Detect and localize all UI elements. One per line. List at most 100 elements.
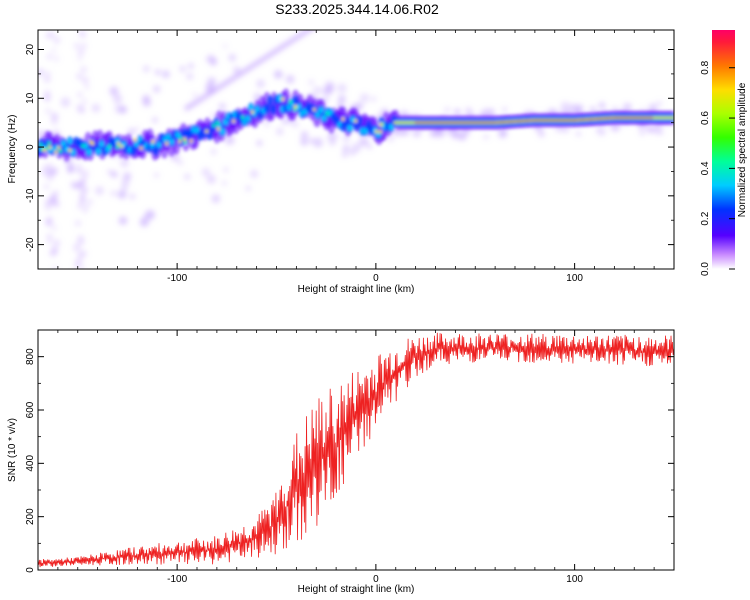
ridge-cell xyxy=(86,148,92,155)
noise-blob xyxy=(50,194,57,202)
noise-blob xyxy=(46,233,53,240)
noise-blob xyxy=(44,184,49,190)
noise-blob xyxy=(196,97,202,103)
noise-blob xyxy=(60,97,71,108)
ridge-hotspot xyxy=(325,112,329,116)
noise-blob xyxy=(83,186,89,193)
ridge-hotspot xyxy=(47,141,51,145)
noise-blob xyxy=(78,179,84,184)
noise-blob xyxy=(210,148,217,155)
ridge-hotspot xyxy=(189,139,193,143)
noise-blob xyxy=(80,169,89,178)
noise-blob xyxy=(120,158,129,168)
noise-blob xyxy=(208,90,214,96)
noise-blob xyxy=(77,235,84,241)
noise-blob xyxy=(283,41,289,47)
ridge-cell xyxy=(263,103,270,114)
noise-blob xyxy=(46,239,52,244)
noise-blob xyxy=(48,163,53,168)
noise-blob xyxy=(44,198,53,206)
noise-blob xyxy=(303,30,309,35)
noise-blob xyxy=(80,191,87,198)
noise-blob xyxy=(188,102,194,108)
ridge-cell xyxy=(64,145,70,152)
ridge-hotspot xyxy=(281,97,285,101)
ridge-hotspot xyxy=(115,145,120,149)
noise-blob xyxy=(623,103,632,112)
noise-blob xyxy=(308,30,313,32)
noise-blob xyxy=(260,57,266,63)
noise-blob xyxy=(67,167,74,174)
ridge-cell xyxy=(350,116,356,123)
noise-blob xyxy=(320,87,328,95)
snr-frame xyxy=(37,329,675,571)
noise-blob xyxy=(240,69,246,75)
noise-blob xyxy=(228,77,234,83)
y-tick-label: 0 xyxy=(25,567,36,573)
noise-blob xyxy=(192,100,198,106)
noise-blob xyxy=(232,74,238,80)
noise-blob xyxy=(220,82,226,88)
x-tick-label: 0 xyxy=(373,574,379,585)
y-tick-label: 20 xyxy=(25,44,36,56)
ridge-hotspot xyxy=(151,140,155,144)
x-tick-label: -100 xyxy=(167,574,187,585)
y-tick-label: 400 xyxy=(25,455,36,472)
noise-blob xyxy=(429,131,435,136)
noise-blob xyxy=(256,79,265,88)
ridge-hotspot xyxy=(312,107,316,112)
noise-blob xyxy=(313,137,323,148)
noise-blob xyxy=(256,140,263,146)
noise-blob xyxy=(52,226,57,231)
ridge-cell xyxy=(223,119,229,126)
noise-blob xyxy=(145,210,155,220)
noise-blob xyxy=(53,190,59,195)
snr-series-line xyxy=(38,332,674,568)
ridge-hotspot xyxy=(45,146,49,150)
ridge-hotspot xyxy=(183,140,187,144)
noise-blob xyxy=(45,219,54,228)
noise-blob xyxy=(51,48,56,53)
ridge-cell xyxy=(175,132,181,139)
x-tick-label: -100 xyxy=(167,273,187,284)
ridge-hotspot xyxy=(54,150,58,154)
noise-blob xyxy=(250,169,259,179)
noise-blob xyxy=(177,159,183,166)
snr-ticks: -100 0 100 0 200 400 600 800 xyxy=(25,329,674,585)
ridge-hotspot xyxy=(108,144,112,148)
noise-blob xyxy=(77,48,85,56)
ridge-hotspot xyxy=(231,119,236,123)
noise-blob xyxy=(119,105,128,114)
ridge-cell xyxy=(277,95,283,102)
ridge-cell xyxy=(206,130,213,141)
ridge-hotspot xyxy=(116,141,121,146)
noise-blob xyxy=(82,98,87,104)
spectrogram-x-label: Height of straight line (km) xyxy=(298,284,415,295)
noise-blob xyxy=(188,63,194,69)
noise-blob xyxy=(246,186,251,191)
noise-blob xyxy=(264,121,270,127)
noise-blob xyxy=(76,167,82,174)
noise-blob xyxy=(218,103,226,111)
noise-blob xyxy=(295,34,301,40)
ridge-hotspot xyxy=(119,144,124,149)
noise-blob xyxy=(225,135,235,145)
y-tick-label: 800 xyxy=(25,348,36,365)
noise-blob xyxy=(45,71,51,77)
ridge-hotspot xyxy=(341,117,345,121)
noise-blob xyxy=(444,107,450,113)
ridge-hotspot xyxy=(165,141,169,146)
colorbar-tick-label: 0.2 xyxy=(700,211,711,225)
noise-blob xyxy=(312,24,317,29)
noise-blob xyxy=(184,173,191,180)
noise-blob xyxy=(117,190,127,199)
noise-blob xyxy=(309,138,314,144)
noise-blob xyxy=(343,135,350,142)
ridge-hotspot xyxy=(215,121,220,125)
noise-blob xyxy=(569,103,576,111)
ridge-hotspot xyxy=(39,147,43,152)
noise-blob xyxy=(595,127,601,132)
spectrogram-heatmap xyxy=(38,24,674,269)
noise-blob xyxy=(300,131,309,139)
